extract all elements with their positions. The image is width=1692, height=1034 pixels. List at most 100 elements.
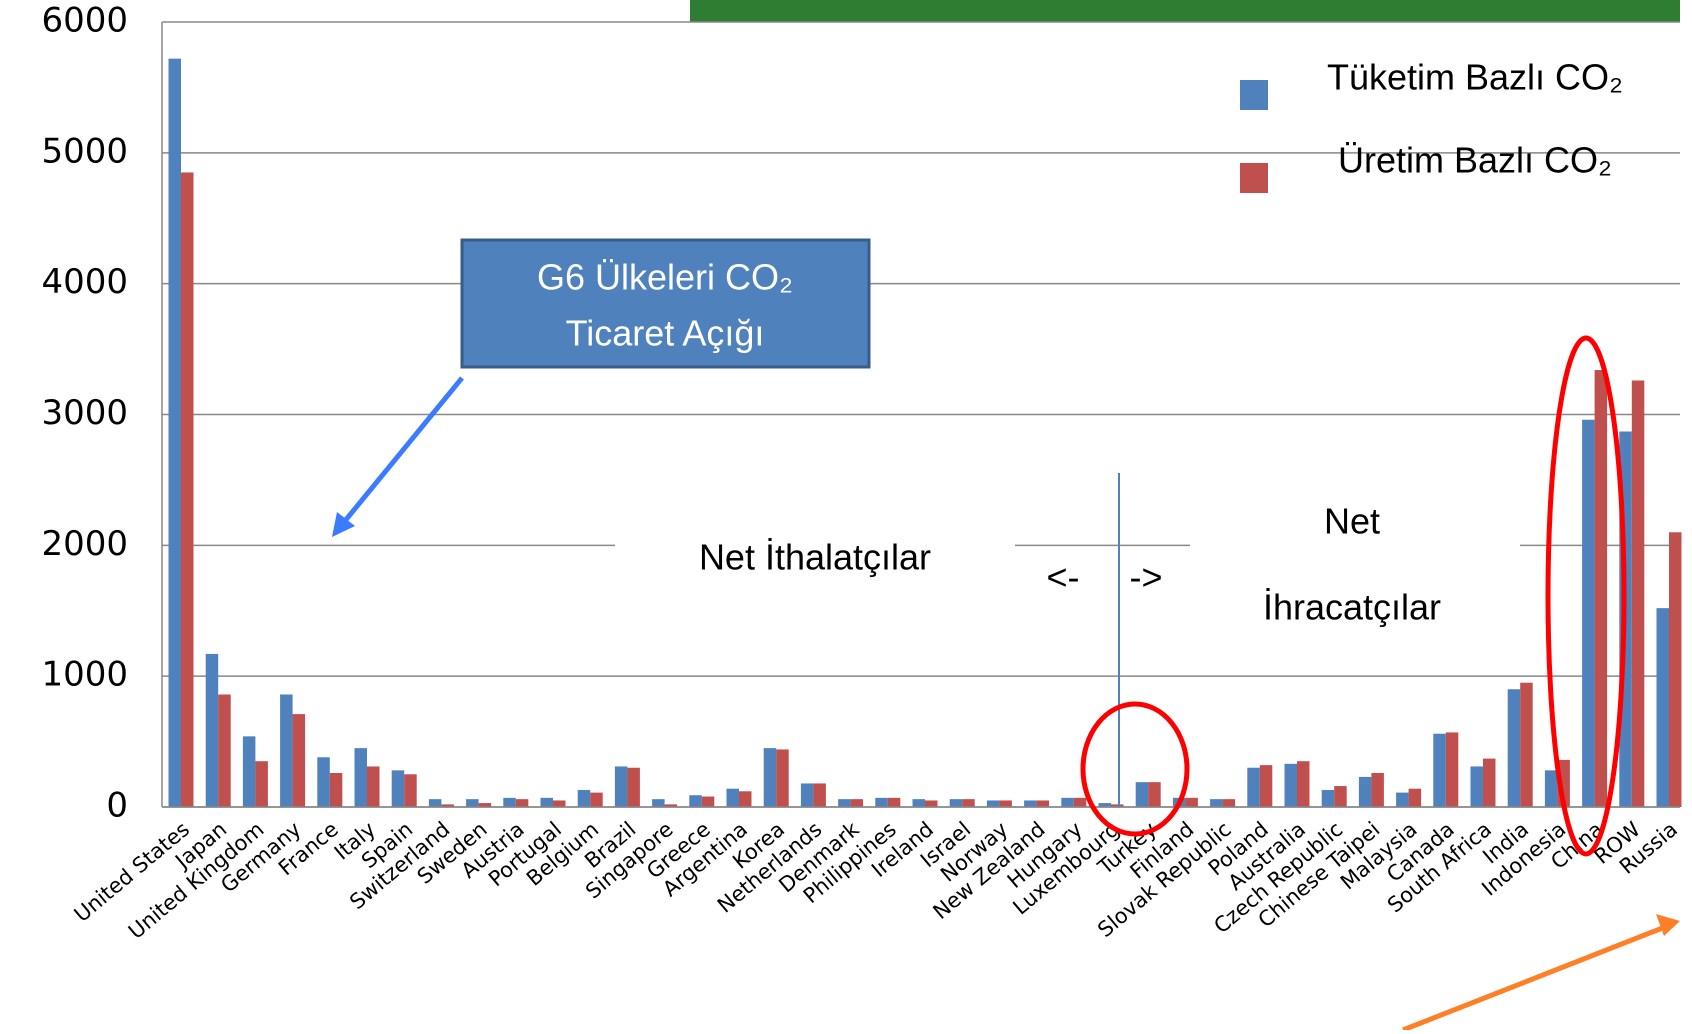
legend-label: Üretim Bazlı CO₂ xyxy=(1338,140,1612,181)
bar xyxy=(925,800,938,807)
bar xyxy=(553,800,566,807)
bar xyxy=(1185,797,1198,807)
bar xyxy=(354,748,367,807)
bar xyxy=(255,761,268,807)
arrowhead xyxy=(332,512,355,537)
bar xyxy=(478,803,492,807)
bar xyxy=(813,783,826,807)
bar xyxy=(1061,797,1074,807)
bar xyxy=(726,788,739,807)
legend-swatch xyxy=(1240,80,1268,110)
bar xyxy=(515,799,529,807)
bar xyxy=(1656,608,1669,807)
bar xyxy=(1371,772,1384,807)
bar xyxy=(1111,804,1124,807)
bar xyxy=(1582,419,1595,807)
bar xyxy=(428,799,442,807)
bar xyxy=(1433,733,1446,807)
bar xyxy=(887,797,901,807)
bar xyxy=(503,797,516,807)
bar xyxy=(1222,799,1236,807)
y-tick-label: 4000 xyxy=(41,262,128,302)
bar xyxy=(776,749,789,807)
bar xyxy=(1334,786,1347,807)
bar xyxy=(1036,800,1050,807)
bar xyxy=(218,694,231,807)
bar xyxy=(763,748,777,807)
y-tick-label: 0 xyxy=(106,786,128,826)
bar xyxy=(1259,765,1273,807)
bar xyxy=(875,797,888,807)
bar xyxy=(404,774,417,807)
y-tick-label: 2000 xyxy=(41,524,128,564)
bar xyxy=(1284,763,1297,807)
bar xyxy=(466,799,479,807)
banner xyxy=(690,0,1680,22)
bar xyxy=(739,791,752,807)
y-tick-label: 1000 xyxy=(41,655,128,695)
left-arrow-label: <- xyxy=(1046,557,1079,598)
arrow xyxy=(1402,924,1666,1033)
bar xyxy=(1024,800,1037,807)
bar xyxy=(999,800,1012,807)
annotation-text: G6 Ülkeleri CO₂ xyxy=(537,257,793,298)
bar xyxy=(912,799,925,807)
bar xyxy=(1073,797,1087,807)
bar xyxy=(391,770,405,807)
bar xyxy=(367,766,380,807)
bar xyxy=(1247,767,1260,807)
legend-swatch xyxy=(1240,163,1268,193)
bar xyxy=(1445,732,1459,807)
bar xyxy=(441,804,454,807)
bar xyxy=(1520,682,1533,807)
y-tick-label: 5000 xyxy=(41,131,128,171)
bar xyxy=(1098,803,1111,807)
bar xyxy=(181,172,194,808)
bar xyxy=(652,799,665,807)
label-bg xyxy=(1190,490,1520,650)
bar xyxy=(1408,788,1422,807)
bar xyxy=(1544,770,1558,807)
bar xyxy=(1507,689,1521,807)
bar xyxy=(800,783,814,807)
bar xyxy=(986,800,1000,807)
bar xyxy=(962,799,975,807)
bar xyxy=(280,694,293,807)
right-arrow-label: -> xyxy=(1129,557,1162,598)
bar xyxy=(1470,766,1483,807)
y-tick-label: 6000 xyxy=(41,1,128,41)
exporters-label: İhracatçılar xyxy=(1263,587,1441,628)
bar xyxy=(1396,792,1409,807)
bar xyxy=(614,766,628,807)
bar xyxy=(540,797,553,807)
legend-label: Tüketim Bazlı CO₂ xyxy=(1327,57,1623,98)
bar xyxy=(590,792,603,807)
bar xyxy=(1321,789,1335,807)
bar xyxy=(205,653,219,807)
bar xyxy=(577,789,591,807)
highlight xyxy=(1080,701,1190,837)
y-tick-label: 3000 xyxy=(41,393,128,433)
importers-label: Net İthalatçılar xyxy=(699,537,931,578)
bar xyxy=(1483,758,1496,807)
bar xyxy=(1594,370,1608,807)
label-bg xyxy=(615,530,1015,590)
annotation-box xyxy=(460,238,871,369)
bar xyxy=(292,714,306,807)
bar xyxy=(689,795,702,807)
bar xyxy=(168,58,181,807)
bar xyxy=(1148,782,1161,807)
bar xyxy=(329,772,343,807)
arrow xyxy=(338,376,464,529)
bar xyxy=(1135,782,1149,807)
highlight xyxy=(1545,335,1627,857)
bar xyxy=(838,799,851,807)
annotation-text: Ticaret Açığı xyxy=(566,313,765,354)
bar xyxy=(1669,532,1682,807)
bar xyxy=(664,804,678,807)
bar xyxy=(242,736,256,807)
arrowhead xyxy=(1656,914,1680,936)
bar xyxy=(1358,776,1372,807)
bar xyxy=(949,799,963,807)
